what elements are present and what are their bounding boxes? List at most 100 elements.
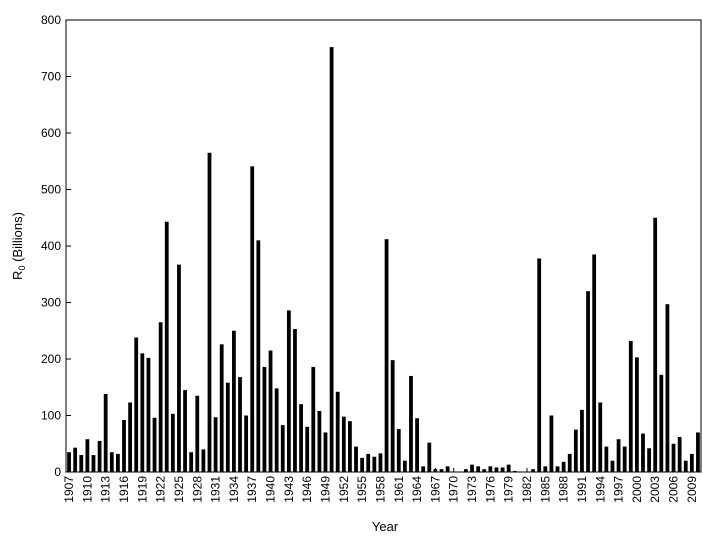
y-tick-label-200: 200 bbox=[41, 352, 61, 366]
bar-1983 bbox=[531, 469, 535, 472]
bar-2005 bbox=[665, 304, 670, 472]
x-tick-label-1955: 1955 bbox=[355, 476, 369, 503]
bar-1978 bbox=[500, 467, 505, 472]
bar-1912 bbox=[97, 440, 102, 472]
x-tick-label-1913: 1913 bbox=[99, 476, 113, 503]
bar-1955 bbox=[360, 457, 365, 473]
x-tick-label-1922: 1922 bbox=[154, 476, 168, 503]
bar-1916 bbox=[122, 420, 126, 472]
bar-2008 bbox=[683, 460, 688, 472]
bar-1945 bbox=[299, 404, 303, 472]
bar-1908 bbox=[73, 447, 78, 472]
y-tick-label-800: 800 bbox=[41, 13, 61, 27]
bar-1977 bbox=[494, 467, 499, 472]
bar-1913 bbox=[103, 394, 108, 472]
x-tick-label-1928: 1928 bbox=[190, 476, 204, 503]
bar-1952 bbox=[341, 416, 346, 472]
bar-1948 bbox=[317, 410, 322, 472]
x-tick-label-1982: 1982 bbox=[520, 476, 534, 503]
bar-1943 bbox=[286, 310, 291, 472]
bar-1980 bbox=[512, 470, 517, 472]
x-tick-label-1925: 1925 bbox=[172, 476, 186, 503]
bar-1934 bbox=[232, 330, 236, 472]
bar-1935 bbox=[238, 377, 242, 472]
x-axis-title: Year bbox=[372, 519, 399, 534]
bar-1965 bbox=[421, 466, 426, 472]
x-tick-label-1997: 1997 bbox=[612, 476, 626, 503]
bar-2004 bbox=[659, 374, 664, 472]
bar-1950 bbox=[329, 47, 334, 473]
bar-2003 bbox=[653, 217, 658, 472]
bar-1931 bbox=[213, 417, 218, 472]
bar-1918 bbox=[134, 337, 139, 472]
x-tick-label-1985: 1985 bbox=[538, 476, 552, 503]
bar-2009 bbox=[689, 453, 694, 472]
x-tick-label-1964: 1964 bbox=[410, 476, 424, 503]
bar-1956 bbox=[366, 453, 371, 472]
x-axis-ticks: 1907 1910 1913 1916 1919 1922 1925 1928 1931 1934… bbox=[62, 468, 699, 503]
bar-1997 bbox=[616, 439, 621, 472]
bar-1963 bbox=[409, 375, 413, 472]
bar-2007 bbox=[677, 436, 682, 472]
x-tick-label-2003: 2003 bbox=[648, 476, 662, 503]
bar-1933 bbox=[225, 382, 230, 472]
bar-1949 bbox=[323, 432, 328, 472]
y-axis-ticks: 0 100 200 300 400 500 600 700 800 bbox=[41, 13, 71, 479]
x-tick-label-1961: 1961 bbox=[392, 476, 406, 503]
bar-1996 bbox=[610, 460, 615, 472]
bar-1966 bbox=[427, 442, 432, 472]
bar-1937 bbox=[250, 166, 255, 472]
bar-1958 bbox=[378, 453, 383, 472]
y-tick-label-700: 700 bbox=[41, 70, 61, 84]
y-tick-label-500: 500 bbox=[41, 183, 61, 197]
x-tick-label-1952: 1952 bbox=[337, 476, 351, 503]
bar-1987 bbox=[555, 466, 560, 472]
y-tick-label-300: 300 bbox=[41, 296, 61, 310]
x-tick-label-1994: 1994 bbox=[593, 476, 607, 503]
bar-1995 bbox=[604, 446, 609, 472]
bar-1917 bbox=[128, 402, 133, 472]
bar-1940 bbox=[268, 350, 273, 472]
bar-1909 bbox=[79, 455, 84, 472]
y-axis-title-sub: 0 bbox=[17, 266, 27, 271]
bar-1998 bbox=[622, 446, 627, 472]
bar-1968 bbox=[439, 469, 444, 472]
bar-1953 bbox=[348, 421, 352, 472]
bar-1962 bbox=[402, 460, 407, 472]
bar-1993 bbox=[592, 254, 597, 472]
bar-1932 bbox=[219, 344, 224, 472]
x-tick-label-1907: 1907 bbox=[62, 476, 76, 503]
bar-1942 bbox=[280, 425, 285, 472]
x-tick-label-1991: 1991 bbox=[575, 476, 589, 503]
bar-1991 bbox=[580, 409, 584, 472]
bar-1920 bbox=[146, 357, 151, 472]
x-tick-label-1934: 1934 bbox=[227, 476, 241, 503]
bar-2001 bbox=[641, 433, 645, 472]
bar-1921 bbox=[152, 417, 157, 472]
y-axis-title: R0 (Billions) bbox=[10, 212, 27, 280]
bar-1975 bbox=[482, 469, 487, 472]
bar-1915 bbox=[116, 453, 120, 472]
bar-2002 bbox=[647, 448, 651, 472]
x-tick-label-1973: 1973 bbox=[465, 476, 479, 503]
bar-1930 bbox=[207, 152, 212, 472]
bar-1990 bbox=[573, 429, 578, 473]
bar-1911 bbox=[91, 455, 96, 472]
x-tick-label-2009: 2009 bbox=[685, 476, 699, 503]
y-tick-label-600: 600 bbox=[41, 126, 61, 140]
x-tick-label-2006: 2006 bbox=[667, 476, 681, 503]
x-tick-label-1967: 1967 bbox=[428, 476, 442, 503]
x-tick-label-1940: 1940 bbox=[264, 476, 278, 503]
x-tick-label-1979: 1979 bbox=[502, 476, 516, 503]
bar-1924 bbox=[170, 413, 175, 472]
x-tick-label-1970: 1970 bbox=[447, 476, 461, 503]
x-tick-label-1943: 1943 bbox=[282, 476, 296, 503]
bar-1926 bbox=[183, 390, 187, 472]
bar-1961 bbox=[396, 429, 401, 472]
y-axis-title-rest: (Billions) bbox=[10, 212, 25, 265]
x-tick-label-1919: 1919 bbox=[135, 476, 149, 503]
x-tick-label-1949: 1949 bbox=[319, 476, 333, 503]
bar-1938 bbox=[256, 240, 261, 472]
bar-1928 bbox=[195, 395, 200, 472]
bar-1957 bbox=[372, 456, 377, 472]
